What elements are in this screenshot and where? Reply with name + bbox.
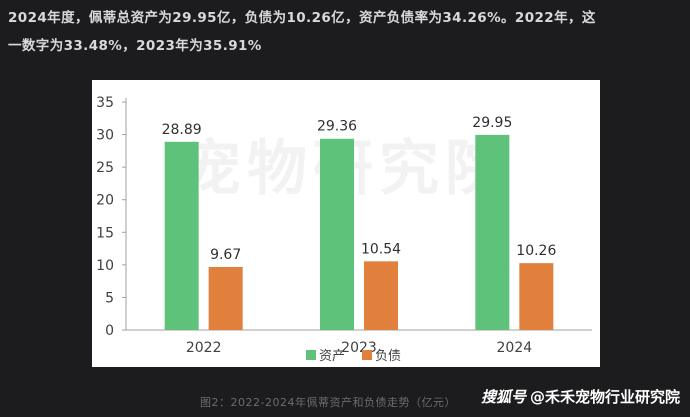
bar-liabilities [364,261,398,330]
y-tick-label: 20 [96,193,114,209]
data-label: 9.67 [210,247,241,263]
bar-assets [320,138,354,330]
chart-card: 宠物研究院 0510152025303528.899.67202229.3610… [92,80,600,367]
x-tick-label: 2024 [497,340,533,356]
bar-assets [475,134,510,330]
y-tick-label: 15 [96,225,114,241]
y-tick-label: 25 [96,160,114,176]
y-tick-label: 30 [96,128,114,144]
chart-caption: 图2：2022-2024年佩蒂资产和负债走势（亿元） [200,396,456,409]
data-label: 28.89 [162,122,202,138]
legend-label: 资产 [319,349,345,364]
article-line-1: 2024年度，佩蒂总资产为29.95亿，负债为10.26亿，资产负债率为34.2… [8,10,596,26]
bar-liabilities [208,267,243,330]
article-line-2: 一数字为33.48%，2023年为35.91% [8,38,262,54]
legend-swatch-assets [306,350,316,360]
y-tick-label: 5 [105,290,114,306]
bar-chart: 0 5 10 15 20 25 30 35 28.89 9.67 2022 29.36 10.54 202… [96,95,592,364]
source-attribution[interactable]: 搜狐号 @禾禾宠物行业研究院 [481,386,680,407]
source-handle: @禾禾宠物行业研究院 [529,388,680,406]
article-text: 2024年度，佩蒂总资产为29.95亿，负债为10.26亿，资产负债率为34.2… [8,4,684,60]
data-label: 29.36 [317,119,357,135]
x-tick-label: 2022 [186,340,222,356]
bar-liabilities [519,263,554,330]
legend-swatch-liabilities [362,350,372,360]
y-tick-label: 10 [96,258,114,274]
bar-assets [164,141,199,330]
data-label: 29.95 [472,115,512,131]
data-label: 10.26 [516,243,556,259]
y-tick-label: 0 [105,323,114,339]
y-tick-label: 35 [96,95,114,111]
data-label: 10.54 [361,241,401,257]
legend-label: 负债 [375,349,401,364]
source-logo: 搜狐号 [480,388,526,406]
